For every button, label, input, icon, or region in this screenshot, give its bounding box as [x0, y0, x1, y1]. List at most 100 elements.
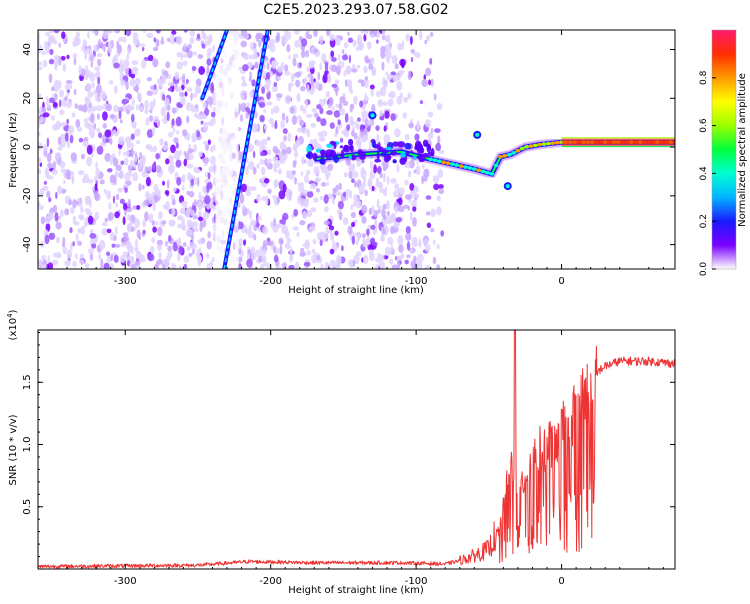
noise-speck	[172, 128, 176, 134]
noise-speck	[294, 30, 300, 36]
noise-speck	[269, 240, 272, 246]
noise-speck	[66, 139, 71, 149]
noise-speck	[119, 198, 125, 204]
noise-speck	[409, 183, 415, 191]
noise-speck	[323, 220, 330, 226]
noise-speck	[84, 263, 90, 269]
noise-speck	[300, 171, 304, 177]
noise-speck	[58, 123, 62, 127]
noise-speck	[48, 58, 55, 65]
noise-speck	[364, 30, 368, 36]
noise-speck	[321, 182, 327, 187]
colorbar-gradient	[712, 30, 736, 269]
noise-speck	[386, 210, 390, 217]
noise-speck	[419, 100, 424, 105]
noise-speck	[430, 208, 436, 218]
noise-speck	[125, 150, 130, 156]
noise-speck	[108, 80, 114, 85]
noise-speck	[110, 253, 113, 262]
noise-speck	[113, 62, 120, 69]
noise-speck	[130, 147, 134, 158]
trace-blob	[397, 141, 406, 148]
noise-speck	[296, 231, 300, 238]
noise-speck	[66, 169, 71, 180]
noise-speck	[142, 219, 147, 228]
noise-speck	[86, 47, 91, 54]
noise-speck	[162, 117, 168, 125]
trace-hot-dot	[485, 170, 490, 175]
noise-speck	[290, 72, 295, 83]
noise-speck	[425, 211, 431, 216]
noise-speck	[72, 52, 78, 59]
noise-speck	[84, 122, 91, 129]
noise-speck	[118, 149, 121, 156]
noise-speck	[424, 119, 432, 128]
noise-speck	[119, 171, 124, 179]
noise-speck	[94, 211, 100, 221]
noise-speck	[311, 254, 318, 264]
noise-speck	[266, 136, 271, 141]
noise-speck	[175, 142, 179, 149]
noise-speck	[153, 37, 157, 43]
noise-speck	[146, 90, 154, 96]
noise-speck	[106, 251, 110, 256]
noise-speck	[206, 50, 211, 60]
noise-speck	[273, 254, 279, 263]
noise-speck	[378, 261, 386, 269]
noise-speck	[284, 30, 289, 37]
noise-speck	[53, 55, 60, 61]
noise-speck	[337, 53, 341, 62]
noise-speck	[181, 201, 188, 205]
noise-speck	[320, 263, 324, 269]
noise-speck	[177, 103, 183, 109]
noise-speck	[195, 78, 202, 87]
noise-speck	[189, 30, 196, 37]
noise-speck	[355, 138, 362, 147]
noise-speck	[152, 46, 159, 52]
noise-speck	[98, 95, 101, 103]
noise-speck	[404, 179, 409, 186]
noise-speck	[162, 220, 167, 225]
noise-speck	[240, 30, 248, 37]
noise-speck	[257, 216, 262, 221]
noise-speck	[330, 232, 335, 242]
noise-speck	[279, 219, 283, 224]
snr-ytick-label: 1.0	[22, 437, 33, 453]
noise-speck	[183, 158, 188, 167]
noise-speck	[183, 151, 187, 156]
colorbar-tick-label: 0.0	[699, 262, 709, 277]
trace-blob	[376, 151, 380, 160]
noise-speck	[167, 250, 173, 258]
noise-speck	[329, 259, 337, 267]
noise-speck	[284, 64, 289, 73]
noise-speck	[249, 71, 252, 81]
noise-speck	[207, 96, 214, 105]
noise-speck	[376, 33, 380, 39]
noise-speck	[354, 180, 357, 188]
noise-speck	[89, 252, 94, 261]
noise-speck	[281, 34, 289, 44]
trace-hot-dot	[502, 154, 508, 158]
noise-speck	[43, 180, 48, 185]
noise-speck	[96, 145, 104, 155]
noise-speck	[114, 170, 118, 179]
noise-speck	[90, 54, 93, 61]
noise-speck	[182, 60, 188, 67]
noise-speck	[379, 116, 385, 121]
noise-speck	[261, 138, 268, 146]
noise-speck	[424, 243, 431, 253]
noise-speck	[183, 263, 188, 269]
noise-speck	[370, 237, 375, 243]
noise-speck	[156, 120, 160, 127]
noise-speck	[243, 239, 247, 246]
noise-speck	[322, 237, 327, 243]
noise-speck	[209, 260, 214, 268]
noise-speck	[189, 37, 195, 44]
noise-speck	[432, 256, 437, 265]
noise-speck	[210, 117, 217, 125]
colorbar-tick-label: 0.4	[699, 166, 709, 181]
noise-speck	[114, 30, 120, 34]
noise-speck	[108, 202, 112, 210]
noise-speck	[359, 124, 364, 132]
noise-speck	[356, 232, 361, 243]
